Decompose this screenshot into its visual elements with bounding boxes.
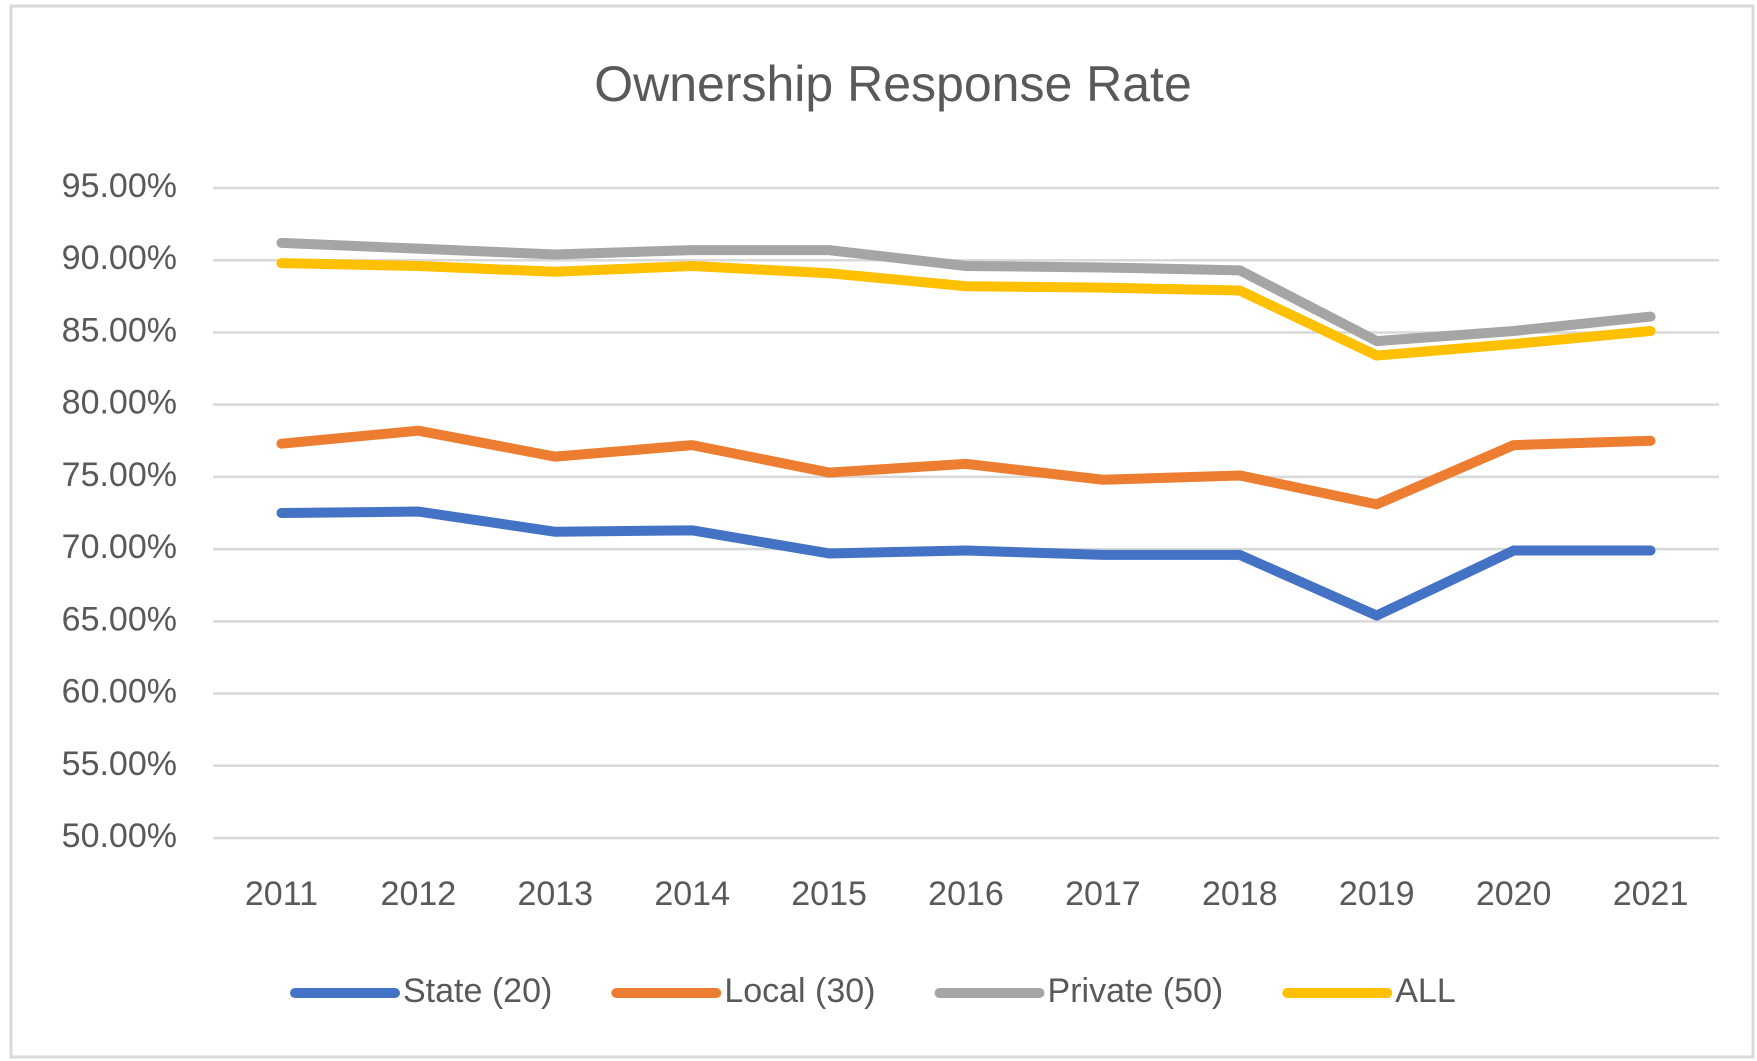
x-tick-label: 2015 [791, 875, 867, 913]
x-tick-label: 2014 [654, 875, 730, 913]
y-tick-label: 55.00% [62, 745, 177, 783]
x-tick-label: 2011 [245, 875, 318, 913]
legend-label: State (20) [403, 972, 552, 1010]
y-tick-label: 80.00% [62, 384, 177, 422]
legend-label: Private (50) [1048, 972, 1224, 1010]
series-line [276, 506, 1656, 621]
x-tick-label: 2012 [381, 875, 457, 913]
series-line [276, 237, 1656, 347]
series-line [276, 425, 1656, 510]
y-tick-label: 90.00% [62, 239, 177, 277]
x-tick-label: 2017 [1065, 875, 1141, 913]
chart-title: Ownership Response Rate [594, 56, 1192, 112]
y-tick-label: 65.00% [62, 600, 177, 638]
x-tick-label: 2013 [517, 875, 593, 913]
y-tick-label: 50.00% [62, 817, 177, 855]
x-tick-label: 2020 [1476, 875, 1552, 913]
x-tick-label: 2019 [1339, 875, 1415, 913]
y-tick-label: 60.00% [62, 673, 177, 711]
legend-label: Local (30) [724, 972, 875, 1010]
x-tick-label: 2018 [1202, 875, 1278, 913]
y-tick-label: 95.00% [62, 167, 177, 205]
y-tick-label: 75.00% [62, 456, 177, 494]
chart-frame [9, 4, 1755, 1059]
x-tick-label: 2016 [928, 875, 1004, 913]
y-tick-label: 85.00% [62, 311, 177, 349]
legend-label: ALL [1395, 972, 1456, 1010]
y-tick-label: 70.00% [62, 528, 177, 566]
x-tick-label: 2021 [1613, 875, 1689, 913]
series-line [276, 258, 1656, 361]
